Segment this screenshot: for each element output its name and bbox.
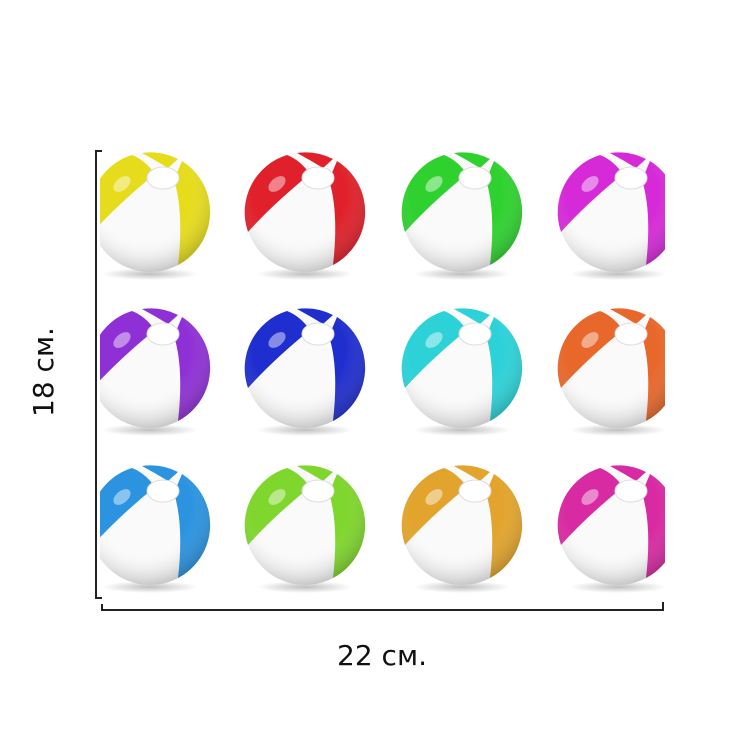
beach-ball [100,308,211,436]
ball-highlight [268,489,286,505]
beach-ball [401,152,523,280]
ball-shadow [102,268,198,280]
ball-shadow [102,424,198,436]
ball-highlight [113,176,131,192]
width-label: 22 см. [337,639,427,672]
ball-shading [558,308,665,428]
height-bracket [95,150,102,599]
height-label: 18 см. [27,327,60,417]
ball-cap [301,166,335,190]
beach-ball [557,308,665,436]
beach-ball [557,465,665,593]
ball-highlight [425,332,443,348]
ball-cap [146,166,180,190]
ball-cap [458,479,492,503]
ball-cap [146,479,180,503]
ball-cap [301,479,335,503]
ball-shading [558,465,665,585]
ball-highlight [113,489,131,505]
ball-highlight [268,176,286,192]
beach-ball [557,152,665,280]
ball-shadow [257,581,353,593]
ball-highlight [113,332,131,348]
ball-shadow [414,581,510,593]
ball-shading [402,308,522,428]
ball-cap [458,322,492,346]
ball-cap [614,322,648,346]
beach-ball [100,152,211,280]
ball-cap [614,166,648,190]
beach-ball [401,465,523,593]
beach-ball [100,465,211,593]
ball-shadow [102,581,198,593]
ball-shading [558,152,665,272]
beach-ball [401,308,523,436]
ball-cap [301,322,335,346]
ball-highlight [268,332,286,348]
width-bracket [101,602,664,611]
ball-highlight [581,176,599,192]
beach-ball [244,308,366,436]
ball-shading [245,308,365,428]
ball-shadow [414,424,510,436]
beach-ball [244,465,366,593]
ball-shading [402,152,522,272]
beach-ball [244,152,366,280]
ball-cap [146,322,180,346]
ball-shadow [414,268,510,280]
ball-shading [100,465,210,585]
ball-highlight [581,332,599,348]
ball-shadow [257,424,353,436]
ball-grid [100,152,665,593]
ball-highlight [425,176,443,192]
ball-shadow [570,424,665,436]
ball-shading [402,465,522,585]
ball-shading [245,152,365,272]
ball-cap [614,479,648,503]
ball-shading [100,308,210,428]
ball-shading [100,152,210,272]
ball-shadow [257,268,353,280]
ball-shadow [570,268,665,280]
ball-highlight [425,489,443,505]
ball-shadow [570,581,665,593]
ball-highlight [581,489,599,505]
ball-shading [245,465,365,585]
ball-cap [458,166,492,190]
